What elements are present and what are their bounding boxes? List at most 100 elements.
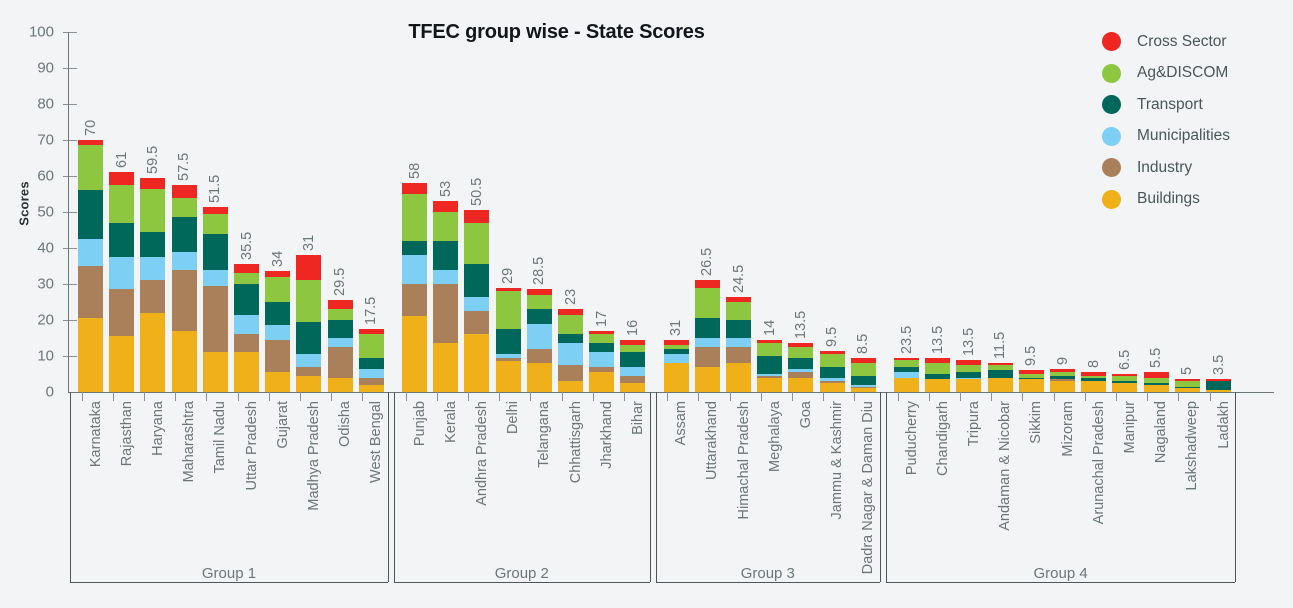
bar-segment-municipalities[interactable] xyxy=(757,374,783,376)
bar-segment-industry[interactable] xyxy=(358,377,384,385)
bar-segment-ag-discom[interactable] xyxy=(694,287,720,319)
bar-segment-industry[interactable] xyxy=(788,372,814,378)
bar-segment-cross-sector[interactable] xyxy=(78,140,104,146)
bar-segment-municipalities[interactable] xyxy=(558,343,584,366)
bar-segment-transport[interactable] xyxy=(589,343,615,353)
bar-segment-transport[interactable] xyxy=(1081,377,1107,382)
bar-segment-industry[interactable] xyxy=(202,285,228,353)
bar-segment-industry[interactable] xyxy=(171,269,197,331)
bar-segment-cross-sector[interactable] xyxy=(1050,368,1076,373)
bar-segment-cross-sector[interactable] xyxy=(109,172,135,186)
legend-item[interactable]: Municipalities xyxy=(1102,121,1292,153)
bar-segment-cross-sector[interactable] xyxy=(1018,370,1044,375)
bar-segment-transport[interactable] xyxy=(850,375,876,385)
stacked-bar[interactable]: 13.5 xyxy=(956,327,982,392)
bar-segment-buildings[interactable] xyxy=(987,377,1013,392)
bar-slot[interactable]: 14 xyxy=(754,32,785,392)
bar-segment-municipalities[interactable] xyxy=(694,338,720,348)
bar-segment-buildings[interactable] xyxy=(1174,388,1200,392)
bar-segment-buildings[interactable] xyxy=(526,363,552,392)
bar-segment-ag-discom[interactable] xyxy=(757,343,783,357)
bar-segment-ag-discom[interactable] xyxy=(894,359,920,367)
stacked-bar[interactable]: 51.5 xyxy=(202,174,228,392)
bar-slot[interactable]: 57.5 xyxy=(169,32,200,392)
bar-segment-transport[interactable] xyxy=(234,284,260,315)
bar-slot[interactable]: 5.5 xyxy=(1141,32,1172,392)
bar-slot[interactable]: 13.5 xyxy=(953,32,984,392)
bar-segment-buildings[interactable] xyxy=(850,388,876,392)
bar-segment-industry[interactable] xyxy=(234,334,260,353)
bar-segment-transport[interactable] xyxy=(495,329,521,355)
bar-segment-cross-sector[interactable] xyxy=(894,357,920,360)
bar-segment-municipalities[interactable] xyxy=(894,372,920,378)
bar-segment-industry[interactable] xyxy=(109,289,135,337)
bar-segment-industry[interactable] xyxy=(265,339,291,373)
bar-slot[interactable]: 9.5 xyxy=(1016,32,1047,392)
bar-slot[interactable]: 29 xyxy=(493,32,524,392)
bar-segment-ag-discom[interactable] xyxy=(171,197,197,218)
bar-slot[interactable]: 17 xyxy=(586,32,617,392)
stacked-bar[interactable]: 23.5 xyxy=(894,326,920,392)
bar-segment-transport[interactable] xyxy=(296,321,322,355)
bar-segment-ag-discom[interactable] xyxy=(1081,375,1107,378)
bar-segment-buildings[interactable] xyxy=(694,366,720,392)
bar-segment-buildings[interactable] xyxy=(464,334,490,392)
bar-segment-industry[interactable] xyxy=(464,311,490,335)
bar-segment-cross-sector[interactable] xyxy=(171,185,197,198)
bar-segment-ag-discom[interactable] xyxy=(850,363,876,376)
bar-segment-ag-discom[interactable] xyxy=(78,145,104,191)
bar-segment-buildings[interactable] xyxy=(956,379,982,392)
stacked-bar[interactable]: 14 xyxy=(757,320,783,392)
bar-segment-ag-discom[interactable] xyxy=(589,334,615,344)
stacked-bar[interactable]: 50.5 xyxy=(464,178,490,392)
bar-segment-cross-sector[interactable] xyxy=(558,309,584,315)
bar-segment-buildings[interactable] xyxy=(433,343,459,392)
bar-slot[interactable]: 6.5 xyxy=(1109,32,1140,392)
stacked-bar[interactable]: 9.5 xyxy=(1018,346,1044,392)
bar-segment-cross-sector[interactable] xyxy=(726,296,752,303)
bar-segment-buildings[interactable] xyxy=(171,330,197,392)
stacked-bar[interactable]: 8 xyxy=(1081,360,1107,392)
bar-segment-municipalities[interactable] xyxy=(819,377,845,382)
bar-segment-municipalities[interactable] xyxy=(234,314,260,335)
bar-segment-ag-discom[interactable] xyxy=(1112,375,1138,382)
stacked-bar[interactable]: 53 xyxy=(433,181,459,392)
bar-segment-buildings[interactable] xyxy=(358,384,384,392)
bar-segment-municipalities[interactable] xyxy=(265,325,291,340)
bar-segment-ag-discom[interactable] xyxy=(819,354,845,367)
bar-segment-transport[interactable] xyxy=(1174,386,1200,389)
bar-segment-municipalities[interactable] xyxy=(526,323,552,349)
bar-segment-cross-sector[interactable] xyxy=(433,201,459,213)
bar-segment-municipalities[interactable] xyxy=(433,269,459,285)
bar-segment-transport[interactable] xyxy=(726,320,752,339)
bar-segment-cross-sector[interactable] xyxy=(987,363,1013,366)
bar-segment-industry[interactable] xyxy=(589,366,615,373)
bar-segment-buildings[interactable] xyxy=(1081,381,1107,392)
stacked-bar[interactable]: 6.5 xyxy=(1112,350,1138,392)
bar-segment-municipalities[interactable] xyxy=(202,269,228,286)
bar-segment-buildings[interactable] xyxy=(78,318,104,392)
bar-segment-transport[interactable] xyxy=(956,372,982,378)
bar-slot[interactable]: 9.5 xyxy=(817,32,848,392)
stacked-bar[interactable]: 29.5 xyxy=(327,268,353,392)
stacked-bar[interactable]: 70 xyxy=(78,120,104,392)
stacked-bar[interactable]: 23 xyxy=(558,289,584,392)
bar-segment-ag-discom[interactable] xyxy=(402,194,428,241)
bar-segment-ag-discom[interactable] xyxy=(358,334,384,358)
bar-segment-cross-sector[interactable] xyxy=(620,339,646,346)
bar-segment-ag-discom[interactable] xyxy=(620,345,646,353)
bar-slot[interactable]: 26.5 xyxy=(692,32,723,392)
bar-segment-industry[interactable] xyxy=(296,366,322,376)
bar-segment-ag-discom[interactable] xyxy=(464,222,490,265)
bar-segment-buildings[interactable] xyxy=(819,383,845,392)
stacked-bar[interactable]: 26.5 xyxy=(694,248,720,392)
bar-slot[interactable]: 11.5 xyxy=(985,32,1016,392)
bar-segment-municipalities[interactable] xyxy=(296,354,322,367)
bar-slot[interactable]: 13.5 xyxy=(785,32,816,392)
bar-segment-ag-discom[interactable] xyxy=(987,365,1013,371)
bar-segment-ag-discom[interactable] xyxy=(1050,372,1076,376)
bar-segment-cross-sector[interactable] xyxy=(1174,379,1200,382)
bar-slot[interactable]: 13.5 xyxy=(922,32,953,392)
bar-segment-transport[interactable] xyxy=(1112,381,1138,383)
bar-segment-municipalities[interactable] xyxy=(109,257,135,290)
